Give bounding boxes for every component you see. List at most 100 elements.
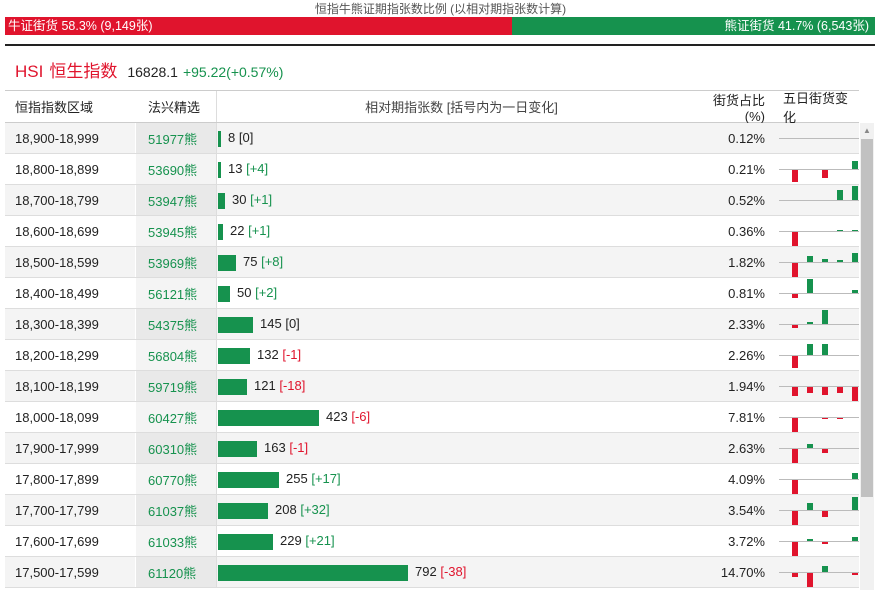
open-interest-label: 30 [+1] (232, 192, 272, 208)
sparkline-bar (852, 161, 858, 169)
table-body: 18,900-18,999 51977熊 8 [0] 0.12% 18,800-18,8… (5, 123, 859, 588)
table-row: 17,700-17,799 61037熊 208 [+32] 3.54% (5, 495, 859, 526)
share-cell: 3.72% (728, 533, 765, 549)
scroll-thumb[interactable] (861, 139, 873, 497)
pick-link[interactable]: 54375熊 (135, 309, 216, 339)
share-cell: 7.81% (728, 409, 765, 425)
sparkline-bar (837, 230, 843, 231)
five-day-change-cell (771, 278, 859, 308)
open-interest-count: 121 (254, 378, 276, 393)
index-header: HSI 恒生指数 16828.1 +95.22(+0.57%) (15, 57, 284, 81)
sparkline-bar (822, 542, 828, 544)
vertical-scrollbar[interactable]: ▲ (860, 123, 874, 590)
share-cell: 2.26% (728, 347, 765, 363)
five-day-change-cell (771, 123, 859, 153)
table-row: 18,600-18,699 53945熊 22 [+1] 0.36% (5, 216, 859, 247)
open-interest-count: 13 (228, 161, 243, 176)
open-interest-bar (218, 503, 268, 519)
sparkline-bar (822, 259, 828, 262)
open-interest-label: 121 [-18] (254, 378, 305, 394)
open-interest-bar (218, 534, 273, 550)
open-interest-cell: 13 [+4] (216, 154, 706, 184)
open-interest-count: 22 (230, 223, 245, 238)
five-day-change-cell (771, 526, 859, 556)
pick-link[interactable]: 53969熊 (135, 247, 216, 277)
range-cell: 18,700-18,799 (15, 192, 99, 208)
sparkline-bar (852, 573, 858, 575)
sparkline-bar (792, 170, 798, 182)
open-interest-count: 132 (257, 347, 279, 362)
open-interest-label: 423 [-6] (326, 409, 370, 425)
pick-link[interactable]: 53690熊 (135, 154, 216, 184)
open-interest-bar (218, 317, 253, 333)
sparkline-bar (792, 511, 798, 525)
open-interest-label: 13 [+4] (228, 161, 268, 177)
open-interest-count: 50 (237, 285, 252, 300)
five-day-sparkline (779, 417, 859, 432)
header-divider (5, 44, 875, 46)
table-row: 18,700-18,799 53947熊 30 [+1] 0.52% (5, 185, 859, 216)
sparkline-bar (807, 444, 813, 448)
open-interest-count: 208 (275, 502, 297, 517)
open-interest-cell: 50 [+2] (216, 278, 706, 308)
table-row: 17,900-17,999 60310熊 163 [-1] 2.63% (5, 433, 859, 464)
pick-link[interactable]: 60310熊 (135, 433, 216, 463)
open-interest-label: 22 [+1] (230, 223, 270, 239)
sparkline-bar (852, 497, 858, 510)
five-day-sparkline (779, 473, 859, 494)
sparkline-bar (807, 503, 813, 510)
open-interest-cell: 163 [-1] (216, 433, 706, 463)
sparkline-bar (822, 511, 828, 517)
daily-change: [+2] (255, 285, 278, 300)
sparkline-bar (822, 344, 828, 355)
table-row: 18,900-18,999 51977熊 8 [0] 0.12% (5, 123, 859, 154)
share-cell: 14.70% (720, 564, 765, 580)
index-price: 16828.1 (127, 64, 178, 80)
open-interest-label: 8 [0] (228, 130, 253, 146)
open-interest-count: 423 (326, 409, 348, 424)
daily-change: [+4] (246, 161, 269, 176)
daily-change: [+21] (305, 533, 335, 548)
daily-change: [+1] (250, 192, 273, 207)
five-day-change-cell (771, 309, 859, 339)
share-cell: 1.94% (728, 378, 765, 394)
pick-link[interactable]: 56804熊 (135, 340, 216, 370)
sparkline-bar (837, 418, 843, 419)
open-interest-count: 163 (264, 440, 286, 455)
daily-change: [0] (285, 316, 300, 331)
pick-link[interactable]: 59719熊 (135, 371, 216, 401)
sparkline-bar (792, 449, 798, 463)
five-day-sparkline (779, 537, 859, 556)
pick-link[interactable]: 53947熊 (135, 185, 216, 215)
pick-link[interactable]: 61037熊 (135, 495, 216, 525)
table-row: 18,500-18,599 53969熊 75 [+8] 1.82% (5, 247, 859, 278)
scroll-up-arrow-icon[interactable]: ▲ (863, 125, 871, 135)
index-change: +95.22(+0.57%) (182, 64, 284, 80)
five-day-change-cell (771, 495, 859, 525)
pick-link[interactable]: 60427熊 (135, 402, 216, 432)
open-interest-label: 229 [+21] (280, 533, 335, 549)
bull-share-segment: 牛证街货 58.3% (9,149张) (5, 17, 513, 35)
open-interest-count: 30 (232, 192, 247, 207)
pick-link[interactable]: 61120熊 (135, 557, 216, 587)
open-interest-count: 229 (280, 533, 302, 548)
five-day-sparkline (779, 279, 859, 298)
pick-link[interactable]: 51977熊 (135, 123, 216, 153)
sparkline-bar (792, 542, 798, 556)
daily-change: [-38] (440, 564, 467, 579)
open-interest-label: 75 [+8] (243, 254, 283, 270)
open-interest-bar (218, 441, 257, 457)
pick-link[interactable]: 61033熊 (135, 526, 216, 556)
open-interest-bar (218, 565, 408, 581)
pick-link[interactable]: 56121熊 (135, 278, 216, 308)
open-interest-bar (218, 286, 230, 302)
sparkline-bar (792, 356, 798, 368)
bull-bear-ratio-bar: 牛证街货 58.3% (9,149张) 熊证街货 41.7% (6,543张) (5, 17, 875, 35)
pick-link[interactable]: 60770熊 (135, 464, 216, 494)
five-day-sparkline (779, 444, 859, 463)
pick-link[interactable]: 53945熊 (135, 216, 216, 246)
five-day-sparkline (779, 230, 859, 246)
five-day-sparkline (779, 161, 859, 182)
table-row: 18,200-18,299 56804熊 132 [-1] 2.26% (5, 340, 859, 371)
range-cell: 17,700-17,799 (15, 502, 99, 518)
